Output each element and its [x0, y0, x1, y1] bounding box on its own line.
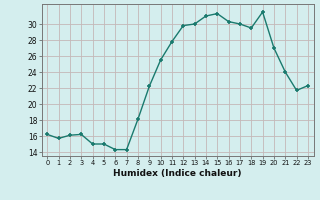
X-axis label: Humidex (Indice chaleur): Humidex (Indice chaleur)	[113, 169, 242, 178]
